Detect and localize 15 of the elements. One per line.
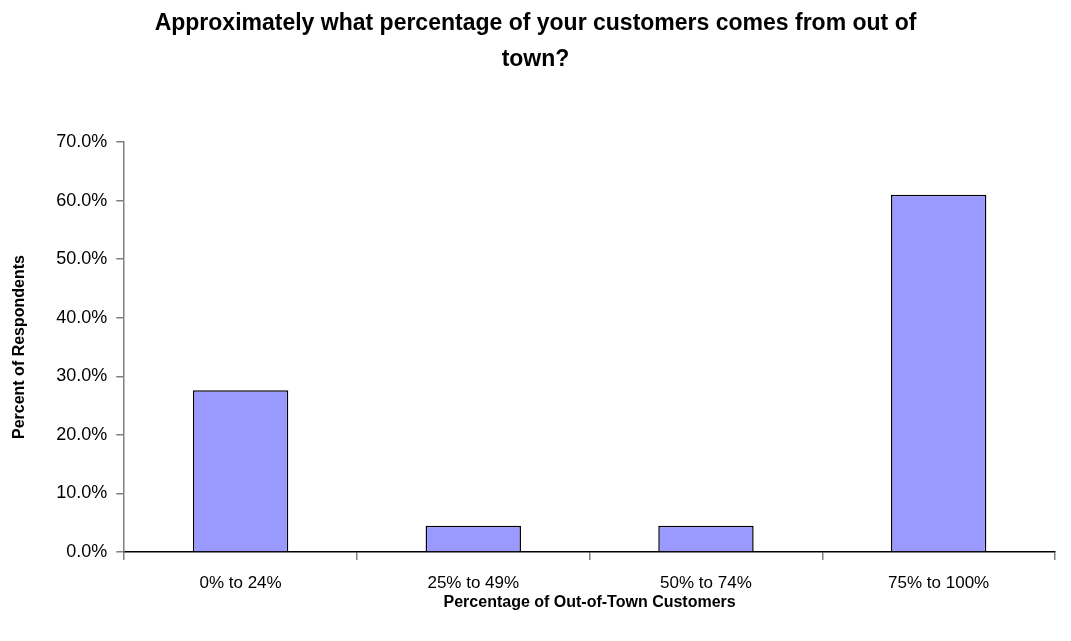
y-tick-label: 30.0% bbox=[56, 365, 108, 386]
y-tick-label: 70.0% bbox=[56, 130, 108, 151]
x-axis-title: Percentage of Out-of-Town Customers bbox=[443, 593, 736, 611]
x-tick-label: 25% to 49% bbox=[427, 573, 520, 593]
chart-title: Approximately what percentage of your customers comes from out of town? bbox=[153, 8, 918, 73]
x-tick-label: 75% to 100% bbox=[888, 573, 990, 593]
y-tick-label: 50.0% bbox=[56, 248, 108, 269]
y-tick-label: 60.0% bbox=[56, 189, 108, 210]
y-axis-title: Percent of Respondents bbox=[10, 254, 28, 440]
y-tick-label: 10.0% bbox=[56, 482, 108, 503]
x-tick-label: 50% to 74% bbox=[660, 573, 752, 593]
y-tick-label: 0.0% bbox=[66, 540, 108, 561]
y-tick-label: 20.0% bbox=[56, 423, 108, 444]
x-tick-label: 0% to 24% bbox=[199, 573, 282, 593]
y-tick-label: 40.0% bbox=[56, 306, 108, 327]
